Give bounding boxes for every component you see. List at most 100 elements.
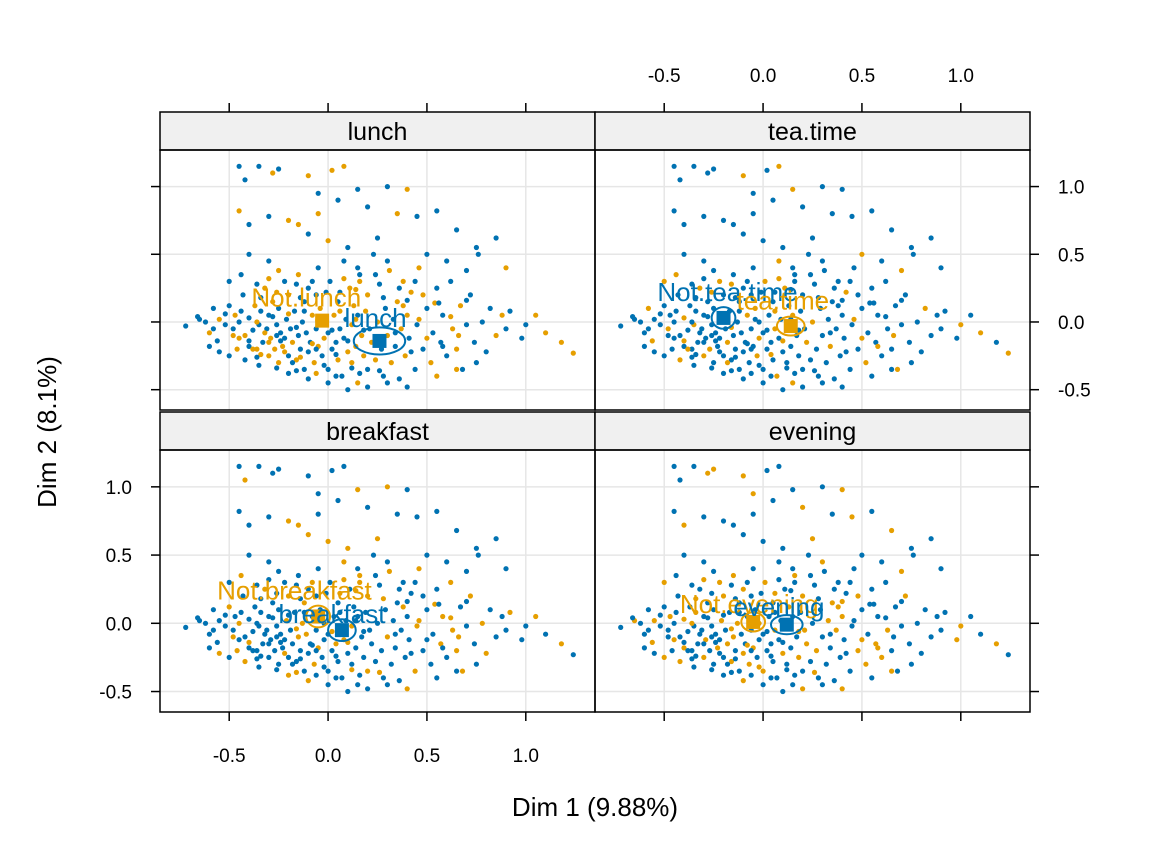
data-point (713, 631, 719, 637)
data-point (705, 170, 711, 176)
data-point (355, 613, 361, 620)
data-point (242, 332, 248, 339)
data-point (875, 343, 881, 349)
data-point (859, 251, 865, 257)
data-point (428, 360, 434, 366)
data-point (869, 508, 875, 514)
data-point (337, 590, 343, 596)
data-point (661, 353, 667, 359)
data-point (353, 618, 359, 624)
data-point (889, 648, 895, 654)
data-point (523, 322, 529, 328)
data-point (715, 645, 721, 651)
data-point (438, 339, 444, 345)
data-point (285, 612, 292, 618)
data-point (444, 559, 450, 565)
data-point (234, 648, 240, 654)
data-point (238, 308, 244, 314)
data-point (313, 648, 319, 654)
confidence-ellipse (710, 306, 737, 330)
data-point (256, 163, 262, 169)
data-point (910, 552, 916, 558)
data-point (463, 623, 470, 629)
panel-strip (594, 111, 1031, 151)
data-point (776, 559, 782, 565)
data-point (693, 653, 699, 659)
data-point (898, 568, 905, 575)
data-point (750, 190, 756, 196)
data-point (869, 285, 875, 291)
data-point (709, 634, 715, 640)
data-point (210, 607, 216, 613)
data-point (661, 579, 667, 586)
data-point (424, 305, 430, 311)
data-point (792, 579, 798, 586)
data-point (345, 650, 351, 656)
data-point (750, 211, 756, 217)
data-point (266, 654, 272, 661)
data-point (390, 316, 396, 322)
data-point (274, 623, 280, 629)
data-point (938, 627, 944, 633)
data-point (630, 615, 636, 621)
data-point (382, 305, 388, 311)
data-point (713, 330, 719, 336)
data-point (758, 289, 764, 295)
data-point (780, 688, 786, 695)
data-point (351, 604, 357, 610)
data-point (695, 339, 701, 345)
data-point (942, 609, 948, 616)
data-point (301, 299, 307, 305)
data-point (297, 648, 303, 654)
data-point (365, 593, 371, 599)
data-point (839, 312, 845, 318)
data-point (835, 303, 841, 309)
data-point (315, 190, 321, 196)
data-point (667, 613, 673, 620)
data-point (637, 620, 644, 626)
data-point (649, 639, 655, 646)
data-point (689, 656, 695, 662)
data-point (289, 360, 296, 366)
data-point (732, 656, 739, 662)
data-point (459, 366, 466, 372)
data-point (730, 634, 737, 640)
data-point (968, 613, 974, 620)
data-point (216, 349, 222, 355)
data-point (408, 349, 414, 355)
data-point (246, 552, 252, 558)
data-point (691, 664, 697, 670)
data-point (408, 650, 414, 656)
data-point (889, 668, 895, 674)
data-point (892, 604, 899, 610)
data-point (493, 235, 499, 241)
data-point (444, 654, 450, 661)
data-point (390, 618, 396, 624)
data-point (760, 682, 766, 688)
data-point (713, 338, 719, 344)
data-point (355, 312, 361, 318)
data-point (309, 341, 315, 347)
data-point (869, 208, 875, 214)
data-point (262, 285, 268, 291)
data-point (776, 258, 782, 264)
data-point (807, 572, 814, 579)
data-point (285, 672, 292, 678)
data-point (657, 623, 663, 629)
data-point (756, 637, 762, 643)
data-point (780, 650, 786, 656)
data-point (359, 634, 365, 640)
data-point (869, 586, 875, 592)
data-point (363, 308, 369, 314)
data-point (669, 648, 675, 654)
data-point (711, 166, 717, 172)
data-point (349, 365, 355, 371)
data-point (699, 326, 705, 332)
data-point (434, 675, 440, 681)
data-point (843, 590, 849, 596)
data-point (914, 620, 920, 626)
data-point (705, 615, 711, 621)
data-point (851, 566, 857, 572)
data-point (250, 346, 256, 352)
data-point (701, 339, 707, 345)
